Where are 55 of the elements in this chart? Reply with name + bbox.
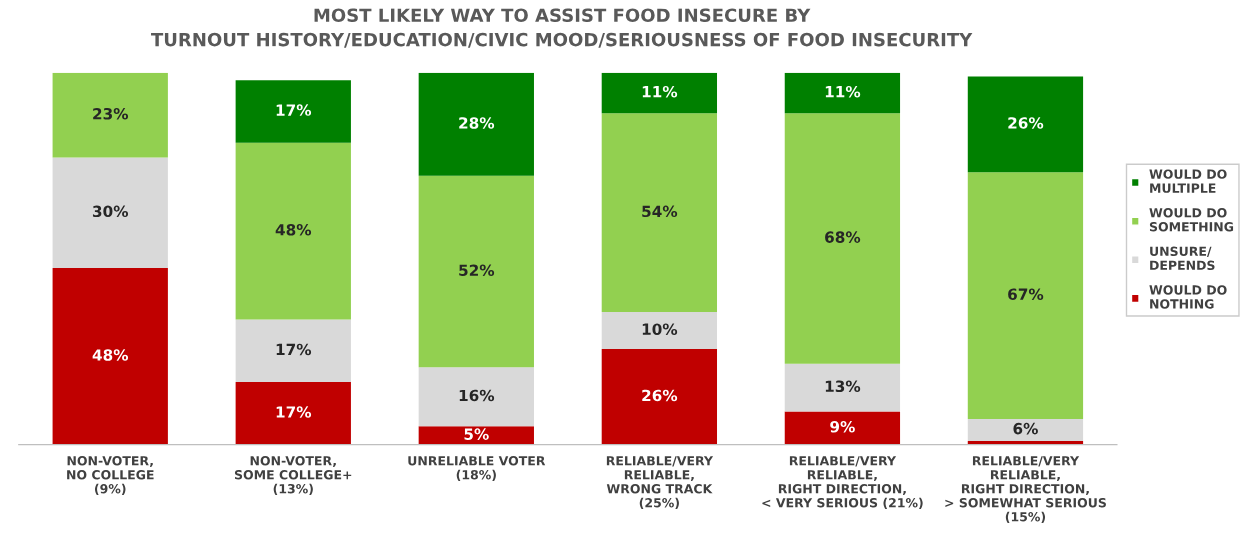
bar [235,142,351,320]
data-label: 23% [93,107,129,120]
bar [967,418,1084,441]
bar [601,72,718,114]
bar [418,72,534,176]
data-label: 28% [459,117,495,129]
data-label: 67% [1008,288,1044,300]
data-label: 11% [642,85,678,98]
bar [967,76,1084,173]
data-label: 17% [276,343,312,356]
data-label: 48% [275,223,312,236]
data-label: 10% [642,323,678,335]
bar [784,363,901,412]
bar [601,113,718,313]
data-label: 54% [642,205,678,218]
bar [784,72,901,114]
bar [235,382,351,445]
bar [784,113,901,364]
legend-label: WOULD DO SOMETHING [1149,208,1234,232]
bar [418,426,534,445]
legend-label: UNSURE/ DEPENDS [1150,246,1215,271]
data-label: 9% [830,420,855,433]
bar [784,411,901,445]
data-label: 52% [459,264,495,277]
bar [601,312,718,349]
data-label: 26% [642,389,678,402]
data-label: 26% [1008,117,1044,129]
chart-title: MOST LIKELY WAY TO ASSIST FOOD INSECURE BY TURNOUT HISTORY/EDUCATION/CIVIC MOOD/SERIOUSNESS OF FOOD INSECURITY [151,8,973,48]
bar [235,80,351,143]
bar [235,319,351,383]
bar [967,172,1084,419]
data-label: 48% [92,349,129,361]
data-label: 5% [464,428,489,440]
x-tick-label: RELIABLE/VERY RELIABLE, WRONG TRACK (25%) [606,456,714,509]
bar [418,175,534,368]
data-label: 17% [276,104,312,116]
bar [52,267,168,445]
bar [52,72,168,158]
legend-label: WOULD DO MULTIPLE [1149,169,1227,193]
bar [418,367,534,427]
x-tick-label: RELIABLE/VERY RELIABLE, RIGHT DIRECTION, > SOMEWHAT SERIOUS (15%) [945,456,1106,523]
data-label: 13% [825,380,861,393]
x-tick-label: NON-VOTER, NO COLLEGE (9%) [67,456,154,495]
bar [52,157,168,268]
data-label: 30% [92,205,129,218]
x-tick-label: NON-VOTER, SOME COLLEGE+ (13%) [234,456,352,495]
legend-label: WOULD DO NOTHING [1149,285,1227,309]
data-label: 17% [276,406,312,418]
data-label: 16% [459,389,495,402]
x-tick-label: UNRELIABLE VOTER (18%) [408,456,546,481]
data-label: 11% [825,85,861,98]
x-tick-label: RELIABLE/VERY RELIABLE, RIGHT DIRECTION, < VERY SERIOUS (21%) [762,456,923,509]
data-label: 6% [1013,422,1038,435]
bar [601,348,718,445]
data-label: 68% [825,231,861,243]
